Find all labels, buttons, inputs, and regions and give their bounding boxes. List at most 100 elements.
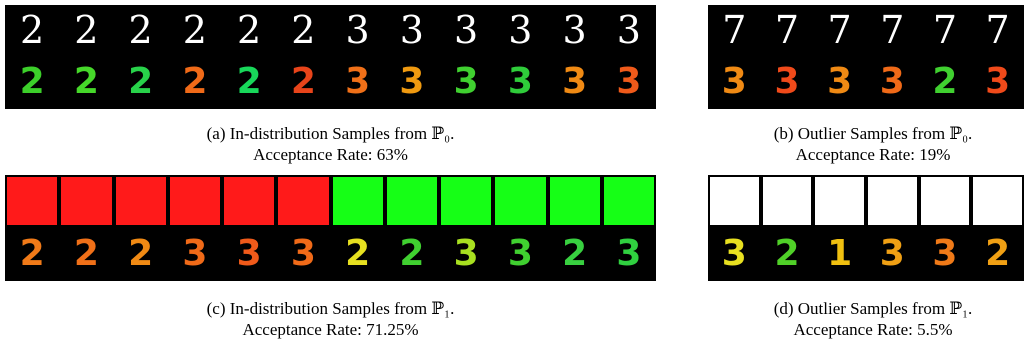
- digit-glyph: 3: [453, 61, 479, 102]
- digit-glyph: 7: [932, 8, 958, 52]
- digit-glyph: 3: [562, 8, 587, 52]
- panel-d-acceptance-rate: Acceptance Rate: 5.5%: [793, 320, 953, 339]
- digit-cell: 3: [385, 5, 439, 55]
- digit-cell: 2: [276, 5, 330, 55]
- digit-cell: 3: [168, 227, 222, 281]
- digit-cell: 3: [602, 5, 656, 55]
- digit-cell: 3: [761, 55, 814, 109]
- digit-glyph: 3: [345, 61, 371, 102]
- digit-cell: 3: [866, 227, 919, 281]
- digit-glyph: 7: [880, 8, 905, 52]
- digit-cell: 2: [114, 55, 168, 109]
- digit-cell: 2: [114, 5, 168, 55]
- panel-d-color-swatches: [708, 175, 1024, 227]
- digit-glyph: 2: [399, 233, 425, 274]
- digit-cell: 3: [385, 55, 439, 109]
- digit-glyph: 1: [827, 233, 853, 274]
- digit-glyph: 7: [774, 8, 800, 52]
- digit-glyph: 2: [20, 8, 45, 52]
- digit-glyph: 3: [507, 233, 533, 274]
- panel-d-caption: (d) Outlier Samples from ℙ₁. Acceptance …: [708, 298, 1024, 340]
- digit-glyph: 2: [128, 61, 154, 102]
- digit-cell: 3: [708, 55, 761, 109]
- digit-cell: 2: [761, 227, 814, 281]
- digit-cell: 7: [708, 5, 761, 55]
- digit-cell: 3: [493, 55, 547, 109]
- digit-cell: 7: [761, 5, 814, 55]
- digit-cell: 2: [331, 227, 385, 281]
- digit-glyph: 3: [345, 8, 370, 52]
- digit-glyph: 2: [290, 61, 316, 102]
- panel-b-acceptance-rate: Acceptance Rate: 19%: [795, 145, 951, 164]
- digit-glyph: 3: [399, 8, 424, 52]
- digit-glyph: 3: [508, 8, 533, 52]
- panel-c-color-swatches: [5, 175, 656, 227]
- digit-glyph: 2: [182, 61, 208, 102]
- digit-glyph: 2: [774, 233, 800, 274]
- digit-cell: 7: [866, 5, 919, 55]
- digit-cell: 3: [548, 5, 602, 55]
- digit-glyph: 3: [399, 61, 425, 102]
- digit-glyph: 3: [454, 8, 479, 52]
- color-swatch: [971, 175, 1024, 227]
- color-swatch: [222, 175, 277, 227]
- digit-cell: 2: [548, 227, 602, 281]
- digit-cell: 2: [59, 5, 113, 55]
- color-swatch: [601, 175, 656, 227]
- digit-cell: 3: [866, 55, 919, 109]
- digit-glyph: 2: [236, 61, 262, 102]
- digit-glyph: 2: [182, 8, 207, 52]
- digit-glyph: 3: [182, 233, 208, 274]
- color-swatch: [493, 175, 548, 227]
- color-swatch: [760, 175, 814, 227]
- digit-cell: 3: [439, 227, 493, 281]
- digit-glyph: 2: [19, 61, 45, 102]
- color-swatch: [59, 175, 114, 227]
- panel-c-acceptance-rate: Acceptance Rate: 71.25%: [242, 320, 419, 339]
- digit-glyph: 2: [128, 8, 153, 52]
- digit-glyph: 3: [290, 233, 316, 274]
- digit-glyph: 2: [128, 233, 154, 274]
- digit-glyph: 3: [879, 233, 905, 274]
- digit-cell: 2: [168, 55, 222, 109]
- digit-glyph: 3: [985, 61, 1011, 102]
- digit-glyph: 2: [345, 233, 371, 274]
- digit-cell: 3: [276, 227, 330, 281]
- digit-cell: 3: [439, 5, 493, 55]
- panel-b-caption: (b) Outlier Samples from ℙ₀. Acceptance …: [708, 123, 1024, 165]
- digit-glyph: 3: [932, 233, 958, 274]
- color-swatch: [167, 175, 222, 227]
- color-swatch: [547, 175, 602, 227]
- digit-glyph: 2: [932, 61, 958, 102]
- color-swatch: [330, 175, 385, 227]
- digit-cell: 2: [222, 5, 276, 55]
- digit-glyph: 3: [721, 233, 747, 274]
- digit-cell: 3: [439, 55, 493, 109]
- digit-cell: 3: [602, 227, 656, 281]
- panel-a-caption: (a) In-distribution Samples from ℙ₀. Acc…: [5, 123, 656, 165]
- color-swatch: [813, 175, 866, 227]
- digit-glyph: 2: [291, 8, 316, 52]
- digit-glyph: 2: [74, 8, 99, 52]
- digit-glyph: 3: [721, 61, 747, 102]
- panel-a-acceptance-rate: Acceptance Rate: 63%: [253, 145, 408, 164]
- digit-cell: 3: [708, 227, 761, 281]
- digit-cell: 7: [813, 5, 866, 55]
- digit-cell: 2: [276, 55, 330, 109]
- color-swatch: [276, 175, 331, 227]
- digit-glyph: 7: [827, 8, 852, 52]
- panel-d-caption-title: (d) Outlier Samples from ℙ₁.: [773, 299, 973, 318]
- digit-glyph: 2: [985, 233, 1011, 274]
- digit-cell: 2: [5, 227, 59, 281]
- digit-glyph: 3: [827, 61, 853, 102]
- digit-cell: 3: [813, 55, 866, 109]
- digit-glyph: 2: [562, 233, 588, 274]
- digit-cell: 2: [385, 227, 439, 281]
- color-swatch: [113, 175, 168, 227]
- panel-a-caption-title: (a) In-distribution Samples from ℙ₀.: [206, 124, 455, 143]
- digit-cell: 1: [813, 227, 866, 281]
